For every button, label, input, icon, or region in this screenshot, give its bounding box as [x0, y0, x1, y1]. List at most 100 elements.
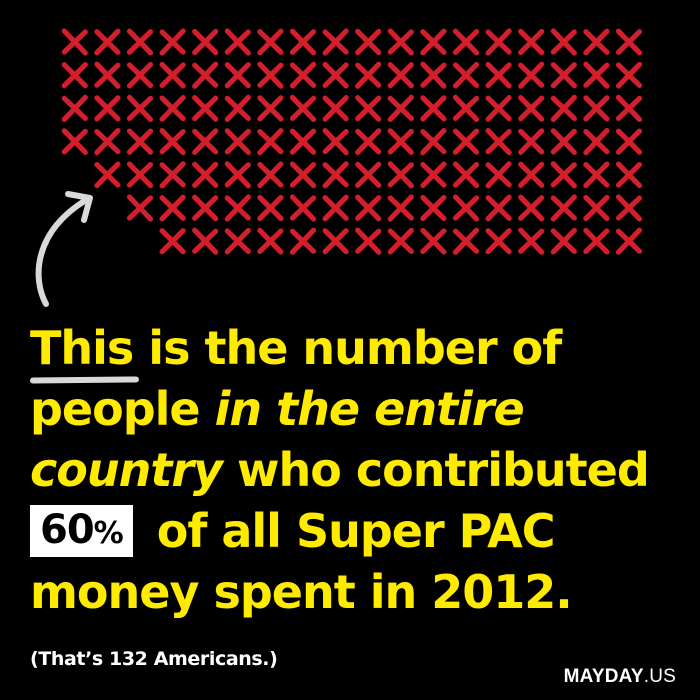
x-mark-icon	[126, 161, 154, 189]
x-mark-icon	[387, 28, 414, 56]
x-mark-icon	[550, 161, 577, 189]
x-mark-icon	[94, 28, 121, 56]
x-mark-icon	[289, 94, 317, 123]
x-mark-icon	[452, 61, 480, 89]
x-mark-icon	[452, 28, 480, 56]
x-mark-icon	[452, 194, 480, 222]
percent-sign: %	[93, 516, 124, 551]
x-mark-icon	[192, 61, 219, 89]
x-mark-icon	[420, 227, 447, 255]
headline-line-3-italic: country	[30, 443, 223, 497]
x-mark-icon	[518, 61, 545, 89]
x-mark-icon	[94, 161, 121, 189]
x-mark-icon	[61, 94, 88, 123]
x-mark-icon	[387, 161, 414, 189]
x-mark-icon	[387, 94, 414, 123]
x-mark-icon	[550, 227, 577, 255]
x-mark-icon	[355, 95, 382, 122]
x-mark-icon	[257, 61, 284, 89]
curved-arrow-icon	[35, 191, 93, 307]
headline-line-1: This is the number of	[29, 318, 690, 384]
headline-line-4-rest: of all Super PAC	[156, 504, 556, 558]
x-mark-icon	[224, 227, 251, 255]
x-mark-icon	[61, 28, 88, 56]
x-mark-icon	[420, 95, 447, 122]
x-mark-icon	[485, 161, 512, 189]
headline: This is the number of people in the enti…	[29, 318, 690, 623]
x-mark-icon	[550, 194, 577, 222]
x-mark-icon	[550, 28, 577, 56]
x-mark-icon	[224, 94, 251, 123]
x-mark-icon	[322, 228, 349, 255]
x-mark-icon	[583, 95, 610, 122]
x-mark-icon	[192, 227, 219, 255]
x-mark-icon	[420, 161, 447, 189]
x-mark-icon	[583, 161, 610, 189]
x-mark-icon	[615, 128, 643, 155]
x-mark-icon	[192, 128, 219, 155]
x-mark-icon	[94, 95, 121, 122]
x-mark-icon	[61, 128, 88, 155]
x-mark-icon	[550, 94, 577, 123]
x-mark-icon	[159, 61, 186, 89]
x-mark-icon	[615, 94, 643, 123]
x-mark-icon	[583, 227, 610, 255]
x-mark-icon	[420, 194, 447, 222]
headline-line-2-plain: people	[30, 382, 215, 436]
x-mark-icon	[583, 61, 610, 89]
x-mark-icon	[159, 128, 186, 156]
x-mark-icon	[485, 61, 512, 89]
x-mark-icon	[257, 95, 284, 122]
x-mark-icon	[485, 28, 512, 56]
x-mark-icon	[518, 95, 545, 122]
x-mark-icon	[289, 227, 317, 255]
x-mark-icon	[322, 161, 349, 189]
x-mark-icon	[550, 128, 577, 155]
x-mark-icon	[159, 95, 186, 122]
brand-domain: .US	[643, 666, 676, 687]
x-mark-icon	[126, 61, 154, 89]
x-mark-icon	[420, 28, 447, 56]
x-mark-icon	[518, 28, 545, 56]
x-mark-icon	[355, 61, 382, 89]
x-mark-icon	[224, 128, 251, 155]
brand-name: MAYDAY	[563, 666, 644, 687]
x-mark-icon	[485, 194, 512, 222]
x-mark-icon	[387, 194, 414, 222]
headline-line-3: country who contributed	[30, 440, 690, 501]
x-mark-icon	[61, 62, 88, 89]
x-mark-icon	[257, 227, 284, 255]
x-mark-icon	[224, 161, 251, 189]
x-mark-icon	[355, 128, 382, 155]
x-mark-icon	[583, 128, 610, 156]
x-mark-icon	[485, 128, 512, 156]
x-mark-icon	[322, 194, 349, 222]
x-mark-icon	[94, 128, 121, 156]
x-mark-icon	[257, 194, 284, 222]
x-mark-icon	[322, 28, 349, 56]
x-mark-icon	[257, 161, 284, 189]
x-mark-icon	[289, 194, 317, 222]
x-mark-icon	[518, 194, 545, 222]
headline-this-word: This	[29, 318, 140, 384]
x-mark-icon	[387, 128, 414, 155]
x-mark-icon	[224, 28, 251, 56]
x-mark-icon	[289, 61, 317, 89]
x-mark-icon	[583, 194, 610, 222]
x-mark-icon	[257, 28, 284, 56]
x-mark-icon	[550, 62, 577, 89]
x-mark-icon	[615, 194, 643, 222]
percent-badge: 60%	[30, 505, 133, 557]
x-mark-icon	[420, 61, 447, 89]
x-mark-icon	[289, 128, 317, 155]
x-mark-icon	[126, 94, 154, 123]
x-mark-icon	[126, 28, 154, 56]
x-mark-icon	[192, 95, 219, 122]
x-mark-icon	[615, 161, 643, 189]
x-mark-icon	[452, 94, 480, 123]
x-mark-icon	[322, 128, 349, 156]
x-mark-icon	[159, 161, 186, 189]
x-mark-icon	[224, 194, 251, 222]
x-mark-icon	[192, 28, 219, 56]
